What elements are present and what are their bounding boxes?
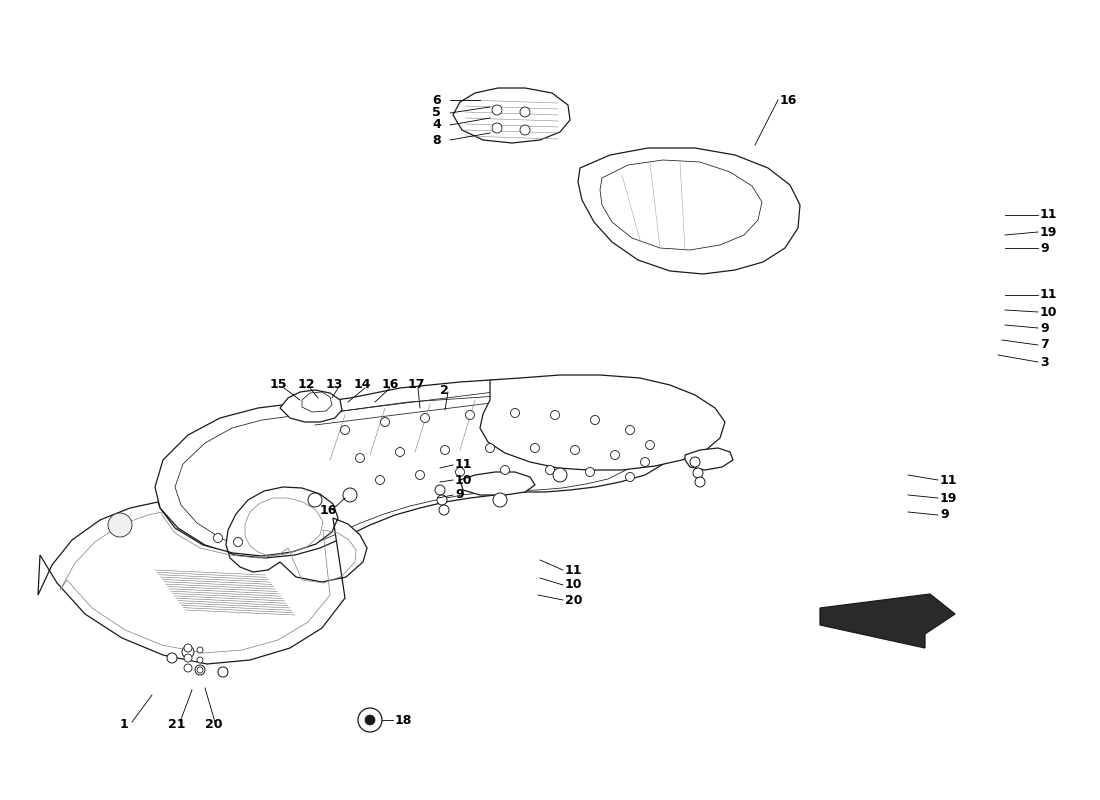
Text: 20: 20 — [205, 718, 222, 731]
Circle shape — [571, 446, 580, 454]
Circle shape — [184, 644, 192, 652]
Circle shape — [440, 446, 450, 454]
Circle shape — [167, 653, 177, 663]
Circle shape — [610, 450, 619, 459]
Circle shape — [439, 505, 449, 515]
Circle shape — [434, 485, 446, 495]
Circle shape — [585, 467, 594, 477]
Circle shape — [108, 513, 132, 537]
Text: 9: 9 — [1040, 242, 1048, 254]
Polygon shape — [480, 375, 725, 470]
Text: 19: 19 — [1040, 226, 1057, 238]
Text: 21: 21 — [168, 718, 186, 731]
Text: 16: 16 — [780, 94, 798, 106]
Text: 11: 11 — [1040, 209, 1057, 222]
Circle shape — [455, 467, 464, 477]
Circle shape — [546, 466, 554, 474]
Circle shape — [195, 665, 205, 675]
Text: 8: 8 — [432, 134, 441, 146]
Text: 19: 19 — [940, 491, 957, 505]
Text: 15: 15 — [270, 378, 287, 391]
Circle shape — [218, 667, 228, 677]
Circle shape — [485, 443, 495, 453]
Circle shape — [213, 534, 222, 542]
Polygon shape — [685, 448, 733, 470]
Circle shape — [396, 447, 405, 457]
Text: 3: 3 — [1040, 355, 1048, 369]
Text: 11: 11 — [940, 474, 957, 486]
Circle shape — [553, 468, 566, 482]
Circle shape — [184, 664, 192, 672]
Text: 10: 10 — [1040, 306, 1057, 318]
Text: 11: 11 — [1040, 289, 1057, 302]
Text: 16: 16 — [320, 503, 338, 517]
Circle shape — [233, 538, 242, 546]
Text: 9: 9 — [940, 509, 948, 522]
Circle shape — [182, 646, 194, 658]
Text: 14: 14 — [354, 378, 372, 391]
Circle shape — [492, 105, 502, 115]
Circle shape — [416, 470, 425, 479]
Circle shape — [341, 426, 350, 434]
Polygon shape — [453, 88, 570, 143]
Circle shape — [343, 488, 358, 502]
Text: 10: 10 — [565, 578, 583, 591]
Circle shape — [500, 466, 509, 474]
Polygon shape — [280, 390, 342, 422]
Text: 11: 11 — [565, 563, 583, 577]
Circle shape — [465, 410, 474, 419]
Circle shape — [550, 410, 560, 419]
Circle shape — [184, 654, 192, 662]
Polygon shape — [578, 148, 800, 274]
Text: 10: 10 — [455, 474, 473, 486]
Text: 9: 9 — [455, 489, 463, 502]
Polygon shape — [39, 487, 367, 664]
Text: 7: 7 — [1040, 338, 1048, 351]
Circle shape — [493, 493, 507, 507]
Text: 18: 18 — [395, 714, 412, 726]
Circle shape — [520, 107, 530, 117]
Circle shape — [693, 468, 703, 478]
Circle shape — [197, 667, 204, 673]
Circle shape — [365, 715, 375, 725]
Circle shape — [690, 457, 700, 467]
Text: 12: 12 — [298, 378, 316, 391]
Circle shape — [358, 708, 382, 732]
Circle shape — [375, 475, 385, 485]
Circle shape — [420, 414, 429, 422]
Circle shape — [591, 415, 600, 425]
Text: 11: 11 — [455, 458, 473, 471]
Circle shape — [646, 441, 654, 450]
Circle shape — [308, 493, 322, 507]
Circle shape — [530, 443, 539, 453]
Text: 9: 9 — [1040, 322, 1048, 334]
Circle shape — [510, 409, 519, 418]
Circle shape — [695, 477, 705, 487]
Text: 4: 4 — [432, 118, 441, 131]
Text: 6: 6 — [432, 94, 441, 106]
Circle shape — [492, 123, 502, 133]
Text: 20: 20 — [565, 594, 583, 606]
Text: 5: 5 — [432, 106, 441, 119]
Text: 1: 1 — [120, 718, 129, 731]
Circle shape — [520, 125, 530, 135]
Text: 17: 17 — [408, 378, 426, 391]
Polygon shape — [155, 380, 680, 558]
Text: 16: 16 — [382, 378, 399, 391]
Circle shape — [626, 426, 635, 434]
Circle shape — [626, 473, 635, 482]
Circle shape — [381, 418, 389, 426]
Circle shape — [437, 495, 447, 505]
Circle shape — [197, 647, 204, 653]
Circle shape — [355, 454, 364, 462]
Text: 2: 2 — [440, 383, 449, 397]
Polygon shape — [820, 594, 955, 648]
Text: 13: 13 — [326, 378, 343, 391]
Circle shape — [197, 657, 204, 663]
Polygon shape — [460, 472, 535, 495]
Circle shape — [640, 458, 649, 466]
